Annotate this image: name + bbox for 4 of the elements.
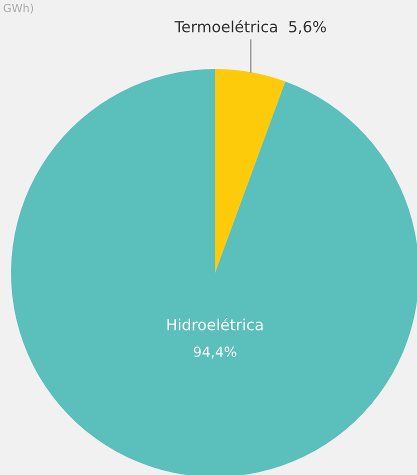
data-label: 94,4% (194, 346, 236, 358)
slice-label: Hidroelétrica (167, 318, 263, 330)
slice-label: Termoelétrica 5,6% (174, 20, 326, 34)
chart-subtitle: GWh) (4, 4, 34, 14)
